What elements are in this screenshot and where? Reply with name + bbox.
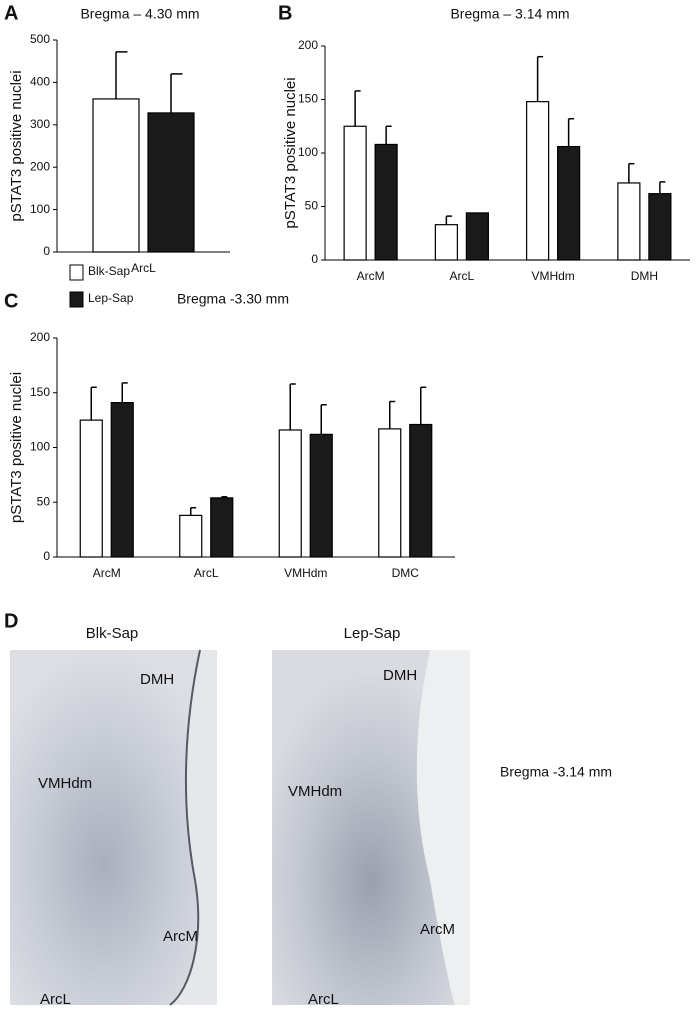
y-tick-label: 0 [311, 252, 318, 266]
ventricle-edge [169, 649, 201, 1006]
bregma-note: Bregma -3.14 mm [500, 764, 612, 780]
x-tick-label: ArcL [450, 269, 475, 283]
region-label: ArcM [420, 921, 455, 938]
bar [309, 433, 333, 558]
y-tick-label: 50 [305, 199, 319, 213]
micrograph-image [10, 650, 217, 1005]
y-tick-label: 200 [30, 159, 50, 173]
bar [147, 112, 195, 253]
ventricle [170, 650, 217, 1005]
bar [278, 429, 302, 558]
legend-swatch [69, 264, 84, 281]
bar [409, 423, 433, 558]
bar [92, 98, 140, 253]
region-label: DMH [140, 671, 174, 688]
chart-title: Bregma -3.30 mm [177, 291, 289, 307]
bar [343, 125, 367, 261]
y-axis-label: pSTAT3 positive nuclei [8, 70, 25, 221]
bar [110, 402, 134, 558]
panel-label: D [4, 610, 18, 632]
legend-label: Blk-Sap [88, 264, 130, 278]
y-tick-label: 300 [30, 117, 50, 131]
region-label: VMHdm [288, 783, 342, 800]
bar [465, 212, 489, 261]
bar [617, 182, 641, 261]
legend-label: Lep-Sap [88, 291, 134, 305]
y-tick-label: 0 [43, 549, 50, 563]
y-tick-label: 50 [37, 494, 51, 508]
bar [210, 497, 234, 558]
bar [378, 428, 402, 558]
bar [648, 193, 672, 261]
bar [557, 145, 581, 261]
legend-swatch [69, 291, 84, 308]
y-tick-label: 100 [298, 145, 318, 159]
x-tick-label: ArcM [93, 566, 121, 580]
x-tick-label: VMHdm [531, 269, 574, 283]
y-tick-label: 0 [43, 244, 50, 258]
chart-title: Bregma – 3.14 mm [450, 6, 569, 22]
y-tick-label: 150 [298, 92, 318, 106]
y-axis-label: pSTAT3 positive nuclei [8, 372, 25, 523]
bar [526, 101, 550, 261]
panel-label: A [4, 2, 18, 24]
region-label: ArcM [163, 928, 198, 945]
ventricle [416, 650, 470, 1005]
x-tick-label: DMH [631, 269, 658, 283]
y-tick-label: 100 [30, 440, 50, 454]
x-tick-label: VMHdm [284, 566, 327, 580]
y-tick-label: 150 [30, 385, 50, 399]
image-title: Blk-Sap [86, 625, 139, 642]
x-tick-label: DMC [392, 566, 420, 580]
panel-label: B [278, 2, 292, 24]
bar [434, 224, 458, 261]
chart-title: Bregma – 4.30 mm [80, 6, 199, 22]
region-label: DMH [383, 667, 417, 684]
panel-label: C [4, 290, 18, 312]
x-tick-label: ArcL [194, 566, 219, 580]
bar [179, 514, 203, 558]
x-tick-label: ArcM [357, 269, 385, 283]
y-tick-label: 400 [30, 75, 50, 89]
region-label: ArcL [308, 991, 339, 1008]
region-label: VMHdm [38, 775, 92, 792]
bar [79, 419, 103, 558]
y-tick-label: 200 [30, 330, 50, 344]
y-tick-label: 200 [298, 38, 318, 52]
y-axis-label: pSTAT3 positive nuclei [282, 77, 299, 228]
y-tick-label: 100 [30, 202, 50, 216]
image-title: Lep-Sap [344, 625, 401, 642]
bar [374, 143, 398, 261]
region-label: ArcL [40, 991, 71, 1008]
y-tick-label: 500 [30, 32, 50, 46]
x-tick-label: ArcL [131, 261, 156, 275]
